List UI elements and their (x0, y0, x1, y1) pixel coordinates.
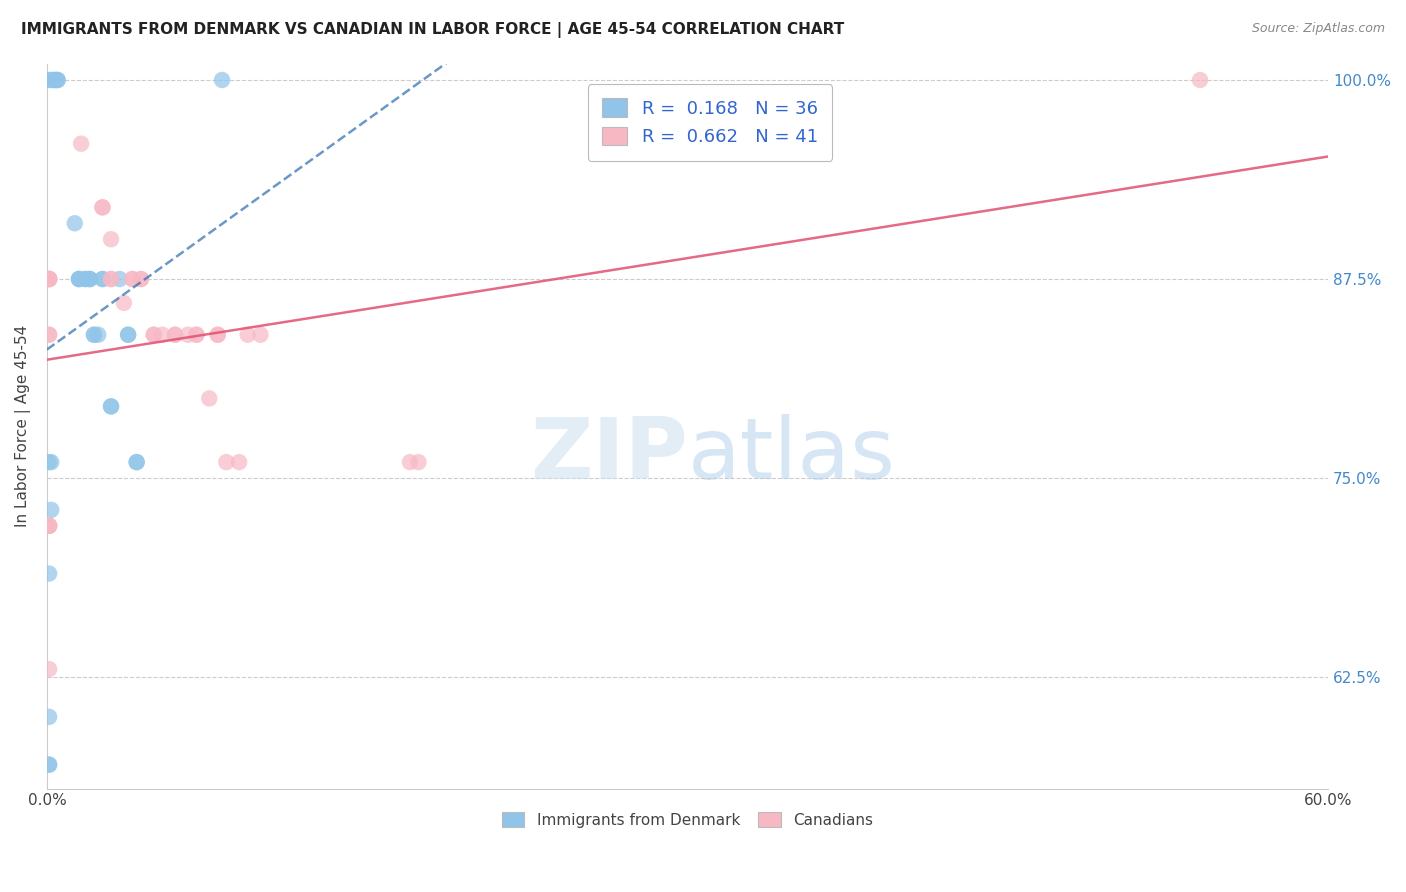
Point (112, 296, 135, 310)
Point (236, 327, 259, 342)
Point (165, 327, 187, 342)
Point (198, 392, 221, 406)
Point (38, 272, 60, 286)
Point (38, 757, 60, 772)
Point (121, 272, 143, 286)
Point (44, 73, 66, 87)
Point (38, 757, 60, 772)
Point (83, 327, 105, 342)
Point (91, 200, 114, 214)
Point (399, 455, 422, 469)
Point (38, 710, 60, 724)
Point (38, 327, 60, 342)
Point (91, 272, 114, 286)
Point (186, 327, 208, 342)
Point (186, 327, 208, 342)
Legend: Immigrants from Denmark, Canadians: Immigrants from Denmark, Canadians (494, 804, 882, 835)
Point (39, 73, 62, 87)
Y-axis label: In Labor Force | Age 45-54: In Labor Force | Age 45-54 (15, 326, 31, 527)
Point (100, 272, 122, 286)
Text: ZIP: ZIP (530, 414, 688, 497)
Point (46, 73, 69, 87)
Point (39, 503, 62, 517)
Point (79, 272, 101, 286)
Point (75, 272, 97, 286)
Point (249, 327, 271, 342)
Point (38, 455, 60, 469)
Point (67, 272, 90, 286)
Point (150, 327, 173, 342)
Point (63, 216, 86, 230)
Point (75, 272, 97, 286)
Point (1189, 73, 1212, 87)
Point (38, 518, 60, 533)
Point (117, 327, 139, 342)
Point (142, 327, 165, 342)
Point (67, 272, 90, 286)
Point (177, 327, 200, 342)
Point (121, 272, 143, 286)
Point (46, 73, 69, 87)
Point (39, 455, 62, 469)
Point (215, 455, 238, 469)
Point (207, 327, 229, 342)
Point (87, 327, 110, 342)
Point (38, 327, 60, 342)
Point (228, 455, 250, 469)
Point (100, 272, 122, 286)
Point (91, 200, 114, 214)
Point (117, 327, 139, 342)
Point (38, 518, 60, 533)
Text: atlas: atlas (688, 414, 896, 497)
Point (211, 73, 233, 87)
Point (125, 455, 148, 469)
Point (70, 136, 93, 151)
Point (38, 272, 60, 286)
Point (38, 272, 60, 286)
Point (79, 272, 101, 286)
Point (38, 518, 60, 533)
Point (408, 455, 430, 469)
Point (100, 232, 122, 246)
Point (100, 400, 122, 414)
Point (91, 272, 114, 286)
Point (38, 566, 60, 581)
Text: IMMIGRANTS FROM DENMARK VS CANADIAN IN LABOR FORCE | AGE 45-54 CORRELATION CHART: IMMIGRANTS FROM DENMARK VS CANADIAN IN L… (21, 22, 845, 38)
Point (38, 518, 60, 533)
Point (38, 272, 60, 286)
Point (38, 73, 60, 87)
Point (79, 272, 101, 286)
Point (100, 400, 122, 414)
Text: Source: ZipAtlas.com: Source: ZipAtlas.com (1251, 22, 1385, 36)
Point (142, 327, 165, 342)
Point (165, 327, 187, 342)
Point (129, 272, 152, 286)
Point (38, 662, 60, 676)
Point (67, 272, 90, 286)
Point (44, 73, 66, 87)
Point (108, 272, 131, 286)
Point (42, 73, 65, 87)
Point (125, 455, 148, 469)
Point (129, 272, 152, 286)
Point (207, 327, 229, 342)
Point (38, 272, 60, 286)
Point (83, 327, 105, 342)
